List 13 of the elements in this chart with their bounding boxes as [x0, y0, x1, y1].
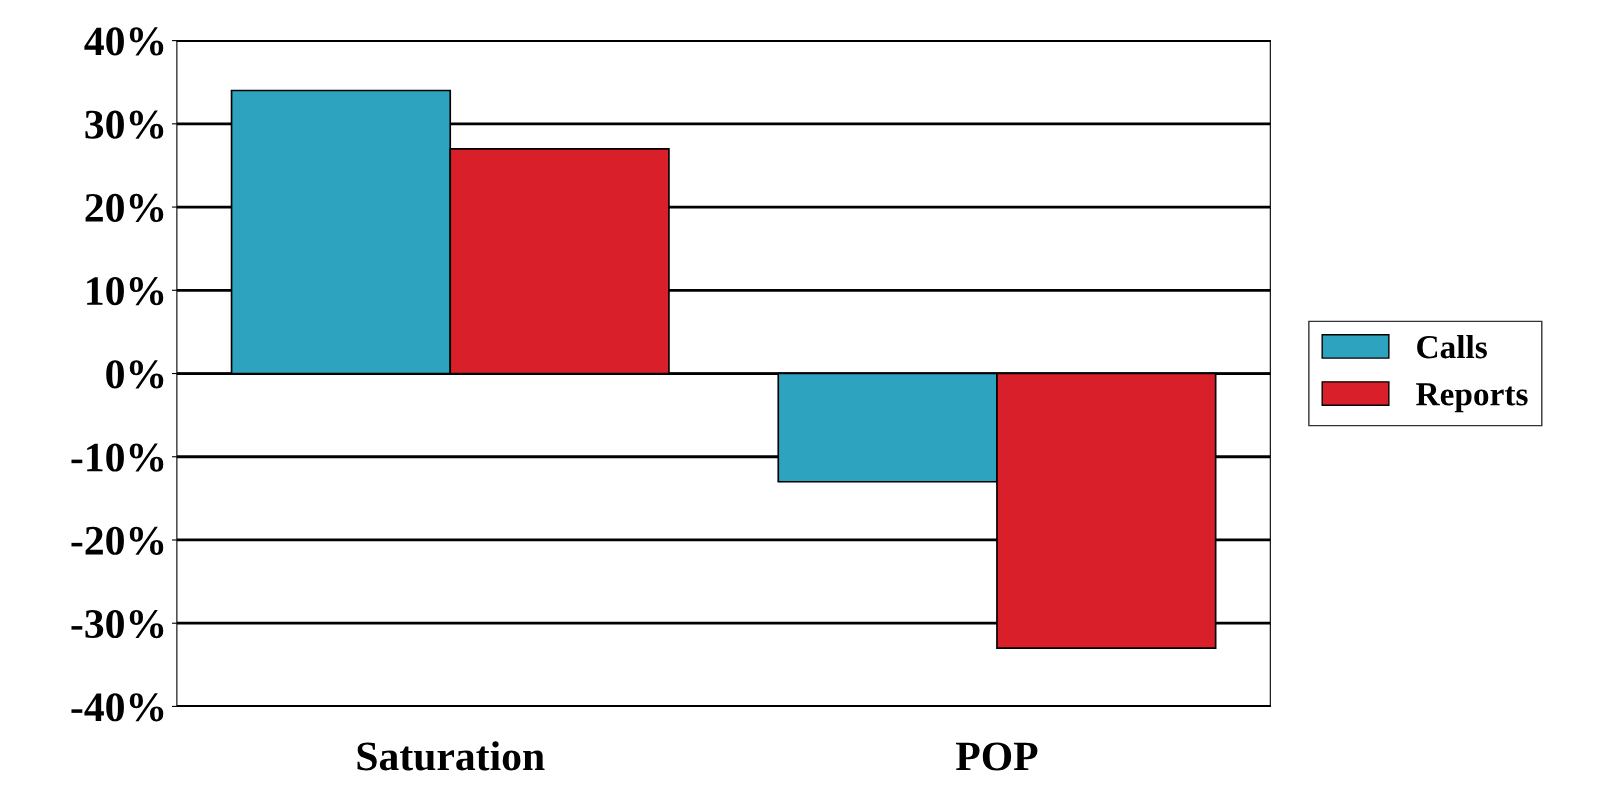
y-tick-label: -10% — [71, 443, 164, 472]
y-tick-label: -30% — [71, 609, 164, 639]
x-tick-label: Saturation — [357, 741, 545, 771]
y-tick-label: 10% — [87, 277, 164, 306]
legend-label: Reports — [1416, 383, 1528, 413]
y-tick-label: 20% — [85, 193, 164, 223]
y-tick-label: 30% — [85, 110, 164, 139]
y-tick-label: -40% — [71, 693, 164, 722]
y-tick-label: -20% — [71, 526, 164, 555]
x-tick-label: POP — [956, 742, 1038, 771]
y-tick-label: 0% — [106, 360, 164, 389]
legend-label: Calls — [1417, 334, 1487, 359]
y-tick-label: 40% — [84, 27, 164, 56]
